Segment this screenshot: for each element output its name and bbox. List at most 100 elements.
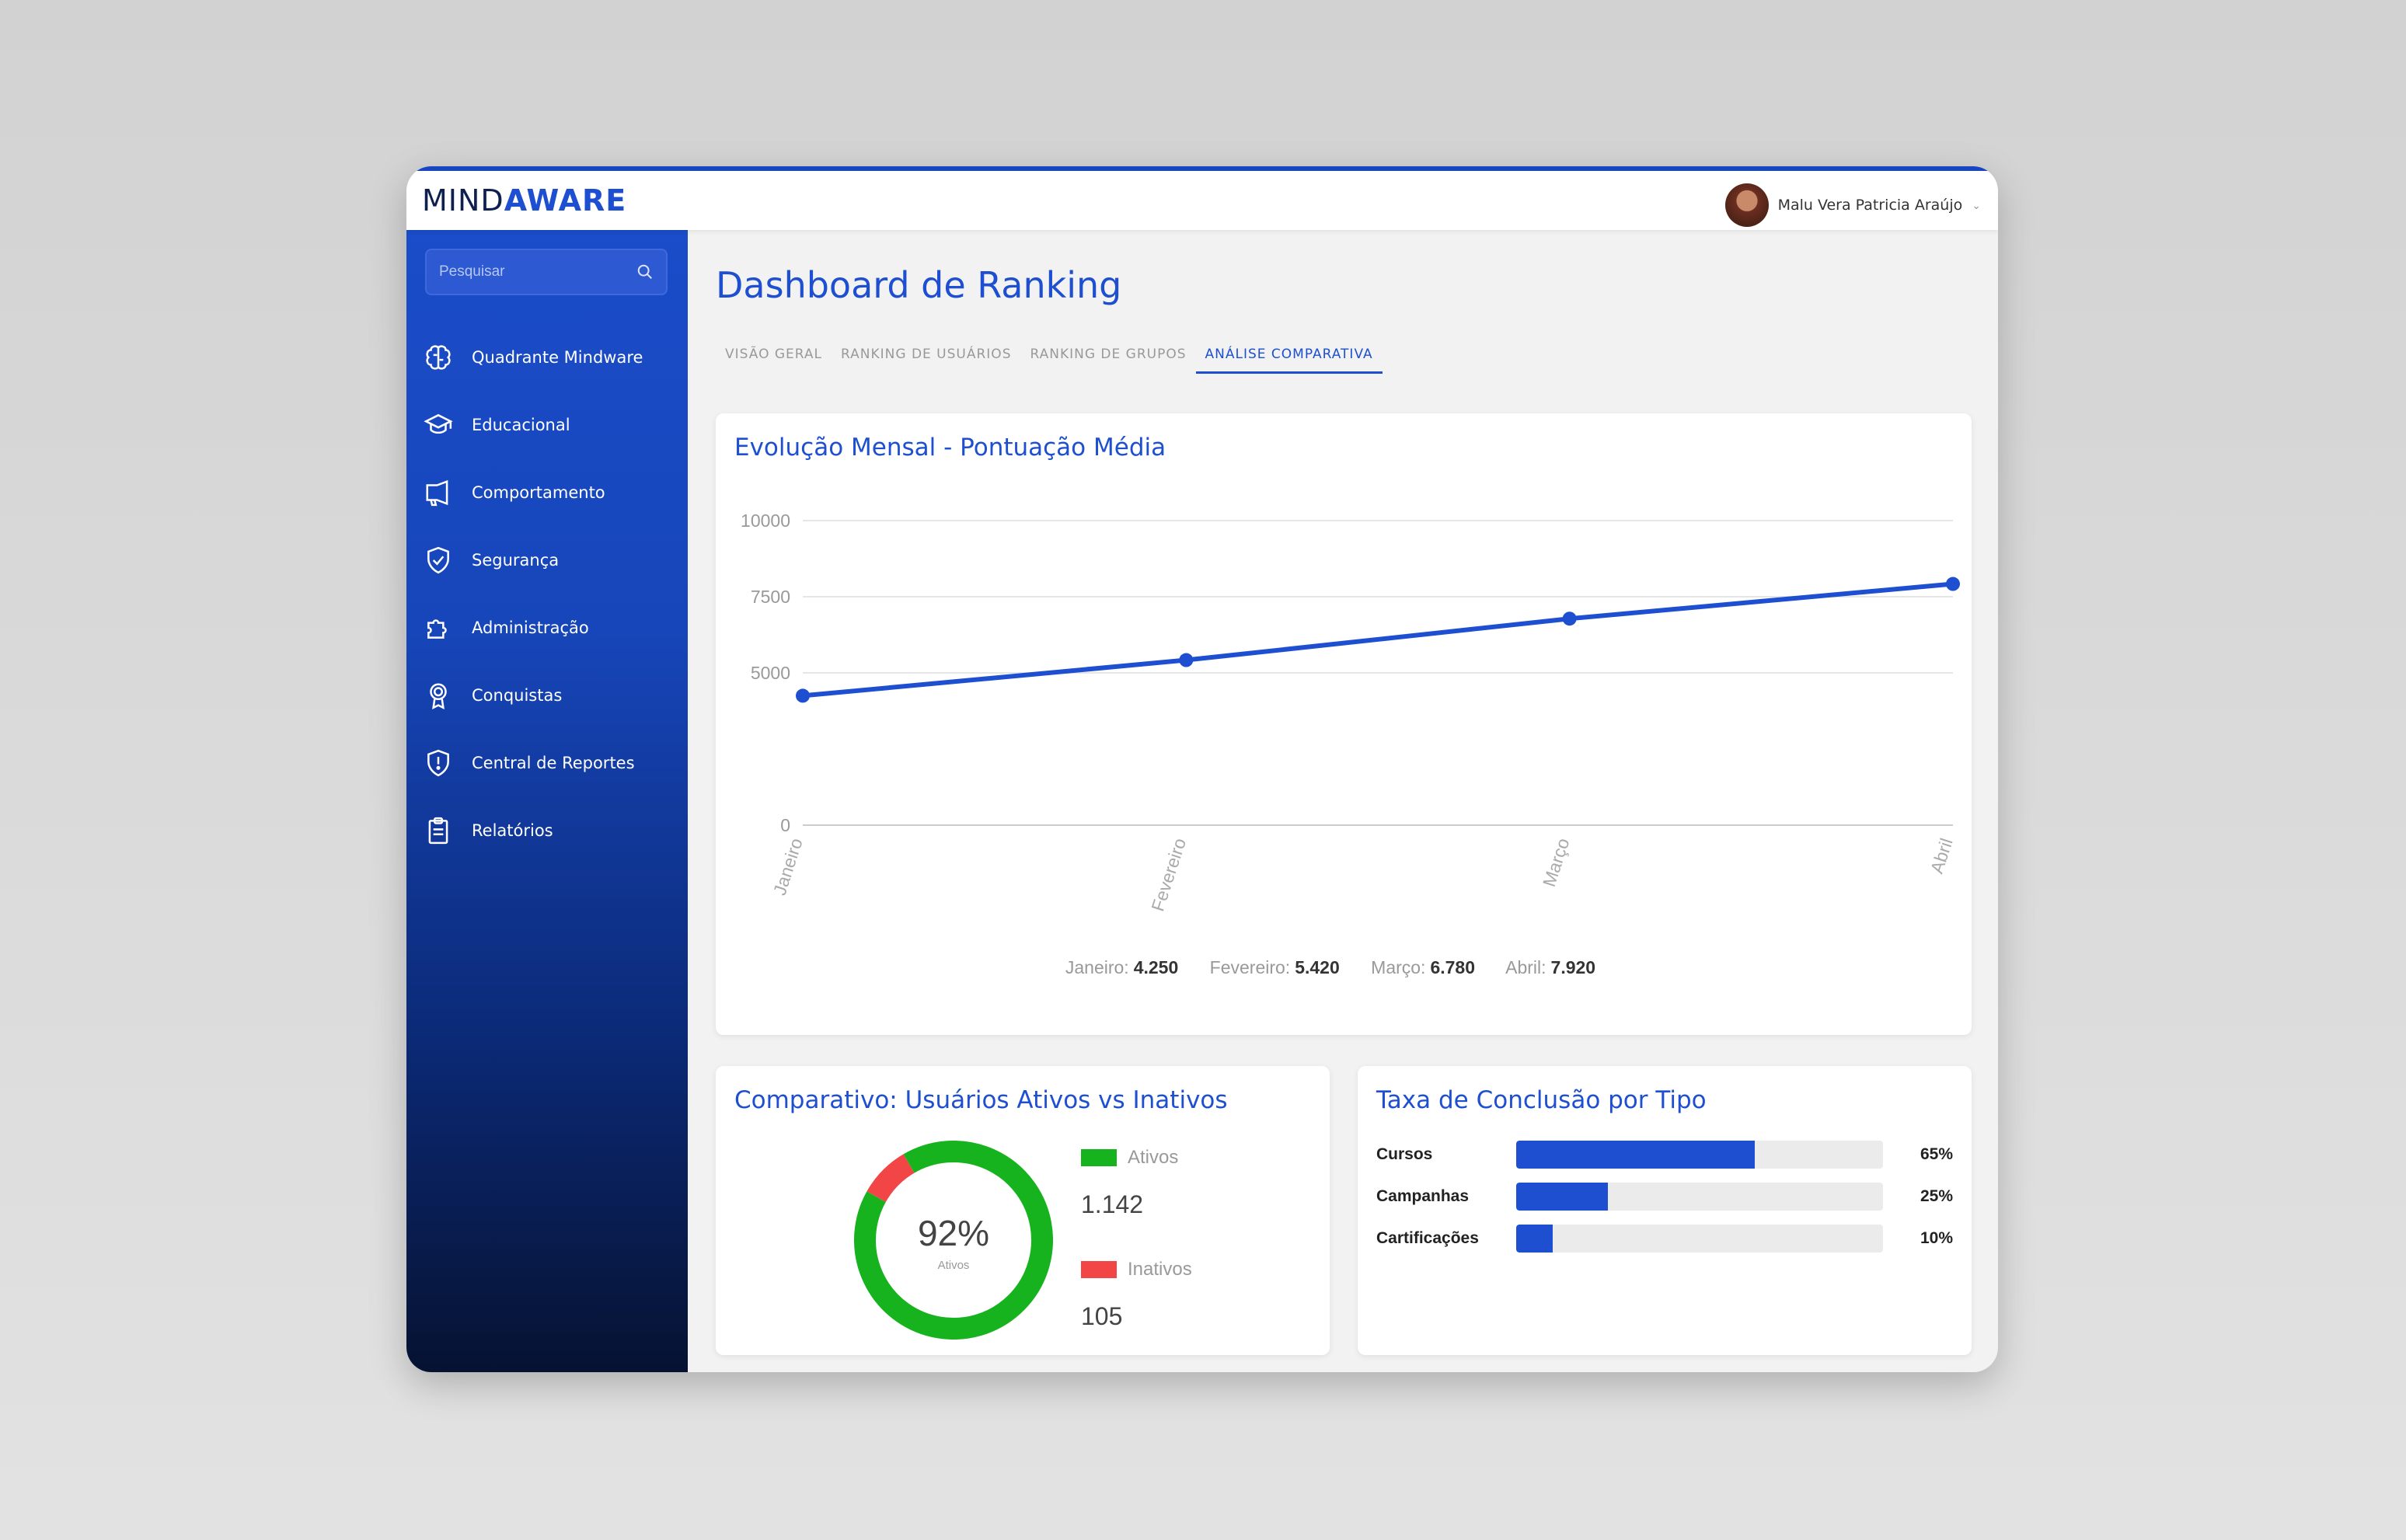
summary-label: Fevereiro: — [1209, 957, 1291, 977]
summary-label: Abril: — [1505, 957, 1546, 977]
sidebar-item-label: Educacional — [472, 415, 570, 434]
x-tick-label: Abril — [1927, 836, 1957, 876]
avatar — [1724, 183, 1769, 227]
sidebar-item-label: Relatórios — [472, 821, 553, 840]
sidebar-item-administracao[interactable]: Administração — [424, 594, 672, 661]
top-accent-line — [406, 166, 1998, 171]
sidebar-item-label: Quadrante Mindware — [472, 347, 643, 367]
donut-slice-active — [854, 1141, 1053, 1340]
legend-inactive: Inativos — [1081, 1259, 1192, 1280]
legend-label: Ativos — [1128, 1147, 1179, 1168]
sidebar-item-quadrante[interactable]: Quadrante Mindware — [424, 323, 672, 391]
bar-fill — [1516, 1183, 1608, 1211]
bar-label: Cursos — [1376, 1145, 1433, 1163]
x-tick-label: Janeiro — [769, 836, 807, 898]
summary-value: 5.420 — [1295, 957, 1340, 977]
line-chart: 0 5000 7500 10000 Janeiro Fevereiro Março Abril — [741, 510, 1960, 914]
search-icon — [637, 264, 652, 279]
award-icon — [430, 682, 447, 709]
y-tick-label: 7500 — [751, 587, 790, 607]
tab-visao-geral[interactable]: VISÃO GERAL — [725, 347, 823, 362]
bar-fill — [1516, 1141, 1755, 1169]
legend-active: Ativos — [1081, 1147, 1178, 1169]
donut-chart-title: Comparativo: Usuários Ativos vs Inativos — [734, 1086, 1228, 1114]
donut-chart — [854, 1141, 1053, 1340]
bar-percent: 10% — [1920, 1229, 1953, 1247]
page-title: Dashboard de Ranking — [716, 264, 1122, 306]
donut-chart-card: Comparativo: Usuários Ativos vs Inativos… — [716, 1066, 1330, 1355]
donut-slice-inactive — [867, 1154, 915, 1203]
series-line — [802, 581, 1954, 699]
sidebar-item-label: Central de Reportes — [472, 753, 635, 772]
tab-ranking-usuarios[interactable]: RANKING DE USUÁRIOS — [841, 347, 1012, 362]
bar-track — [1516, 1225, 1883, 1253]
y-tick-label: 0 — [780, 815, 790, 835]
tab-ranking-grupos[interactable]: RANKING DE GRUPOS — [1030, 347, 1187, 362]
search-input[interactable]: Pesquisar — [425, 249, 668, 295]
bar-track — [1516, 1183, 1883, 1211]
shield-alert-icon — [427, 749, 449, 776]
bar-chart-title: Taxa de Conclusão por Tipo — [1376, 1086, 1707, 1114]
bar-track — [1516, 1141, 1883, 1169]
clipboard-icon — [428, 817, 448, 844]
data-point — [1179, 653, 1194, 667]
search-placeholder: Pesquisar — [439, 263, 505, 280]
summary-value: 6.780 — [1430, 957, 1476, 977]
legend-swatch-active — [1081, 1149, 1117, 1166]
data-point — [1946, 577, 1960, 591]
summary-label: Janeiro: — [1065, 957, 1129, 977]
brain-icon — [426, 344, 451, 370]
shield-check-icon — [427, 546, 449, 573]
sidebar-nav: Quadrante Mindware Educacional Comportam… — [424, 323, 672, 864]
legend-label: Inativos — [1128, 1259, 1192, 1280]
data-point — [796, 688, 810, 703]
summary-value: 4.250 — [1133, 957, 1179, 977]
donut-center-label: Ativos — [937, 1259, 970, 1272]
app-window: MINDAWARE Malu Vera Patricia Araújo ⌄ Pe… — [406, 166, 1998, 1372]
sidebar-item-label: Comportamento — [472, 483, 605, 502]
sidebar-item-relatorios[interactable]: Relatórios — [424, 796, 672, 864]
sidebar-item-central-reportes[interactable]: Central de Reportes — [424, 729, 672, 796]
bar-label: Campanhas — [1376, 1187, 1470, 1205]
chevron-down-icon: ⌄ — [1972, 198, 1981, 211]
user-name: Malu Vera Patricia Araújo — [1777, 197, 1963, 214]
sidebar: Pesquisar Quadrante Mindware Educacional… — [406, 230, 688, 1372]
sidebar-item-label: Administração — [472, 618, 589, 637]
summary-label: Março: — [1371, 957, 1426, 977]
legend-swatch-inactive — [1081, 1261, 1117, 1278]
sidebar-item-label: Conquistas — [472, 685, 563, 705]
graduation-cap-icon — [424, 413, 453, 434]
bar-row: Campanhas 25% — [1376, 1183, 1953, 1211]
sidebar-item-seguranca[interactable]: Segurança — [424, 526, 672, 594]
megaphone-icon — [426, 479, 448, 506]
line-chart-title: Evolução Mensal - Pontuação Média — [734, 434, 1166, 462]
user-menu[interactable]: Malu Vera Patricia Araújo ⌄ — [1724, 183, 1981, 227]
bar-row: Cursos 65% — [1376, 1141, 1953, 1169]
bar-label: Cartificações — [1376, 1229, 1479, 1247]
puzzle-icon — [427, 618, 447, 639]
active-count: 1.142 — [1081, 1190, 1144, 1218]
main-content: Dashboard de Ranking VISÃO GERAL RANKING… — [688, 230, 1998, 1372]
sidebar-item-label: Segurança — [472, 550, 560, 570]
inactive-count: 105 — [1081, 1302, 1123, 1330]
brand-logo[interactable]: MINDAWARE — [422, 183, 627, 218]
bar-percent: 65% — [1920, 1145, 1953, 1163]
data-point — [1562, 611, 1577, 626]
sidebar-item-conquistas[interactable]: Conquistas — [424, 661, 672, 729]
y-tick-label: 10000 — [741, 510, 790, 531]
tab-bar: VISÃO GERAL RANKING DE USUÁRIOS RANKING … — [716, 347, 1383, 374]
sidebar-item-comportamento[interactable]: Comportamento — [424, 458, 672, 526]
bar-row: Cartificações 10% — [1376, 1225, 1953, 1253]
bar-percent: 25% — [1920, 1187, 1953, 1205]
bar-fill — [1516, 1225, 1553, 1253]
summary-value: 7.920 — [1550, 957, 1596, 977]
tab-analise-comparativa[interactable]: ANÁLISE COMPARATIVA — [1195, 347, 1383, 374]
line-chart-summary: Janeiro: 4.250 Fevereiro: 5.420 Março: 6.78… — [716, 957, 1972, 978]
sidebar-item-educacional[interactable]: Educacional — [424, 391, 672, 458]
x-tick-label: Março — [1539, 836, 1573, 890]
y-tick-label: 5000 — [751, 663, 790, 683]
line-chart-card: Evolução Mensal - Pontuação Média 0 5000 7… — [716, 413, 1972, 1035]
x-tick-label: Fevereiro — [1147, 836, 1190, 914]
top-bar: MINDAWARE Malu Vera Patricia Araújo ⌄ — [406, 171, 1998, 230]
donut-percent: 92% — [917, 1213, 990, 1253]
